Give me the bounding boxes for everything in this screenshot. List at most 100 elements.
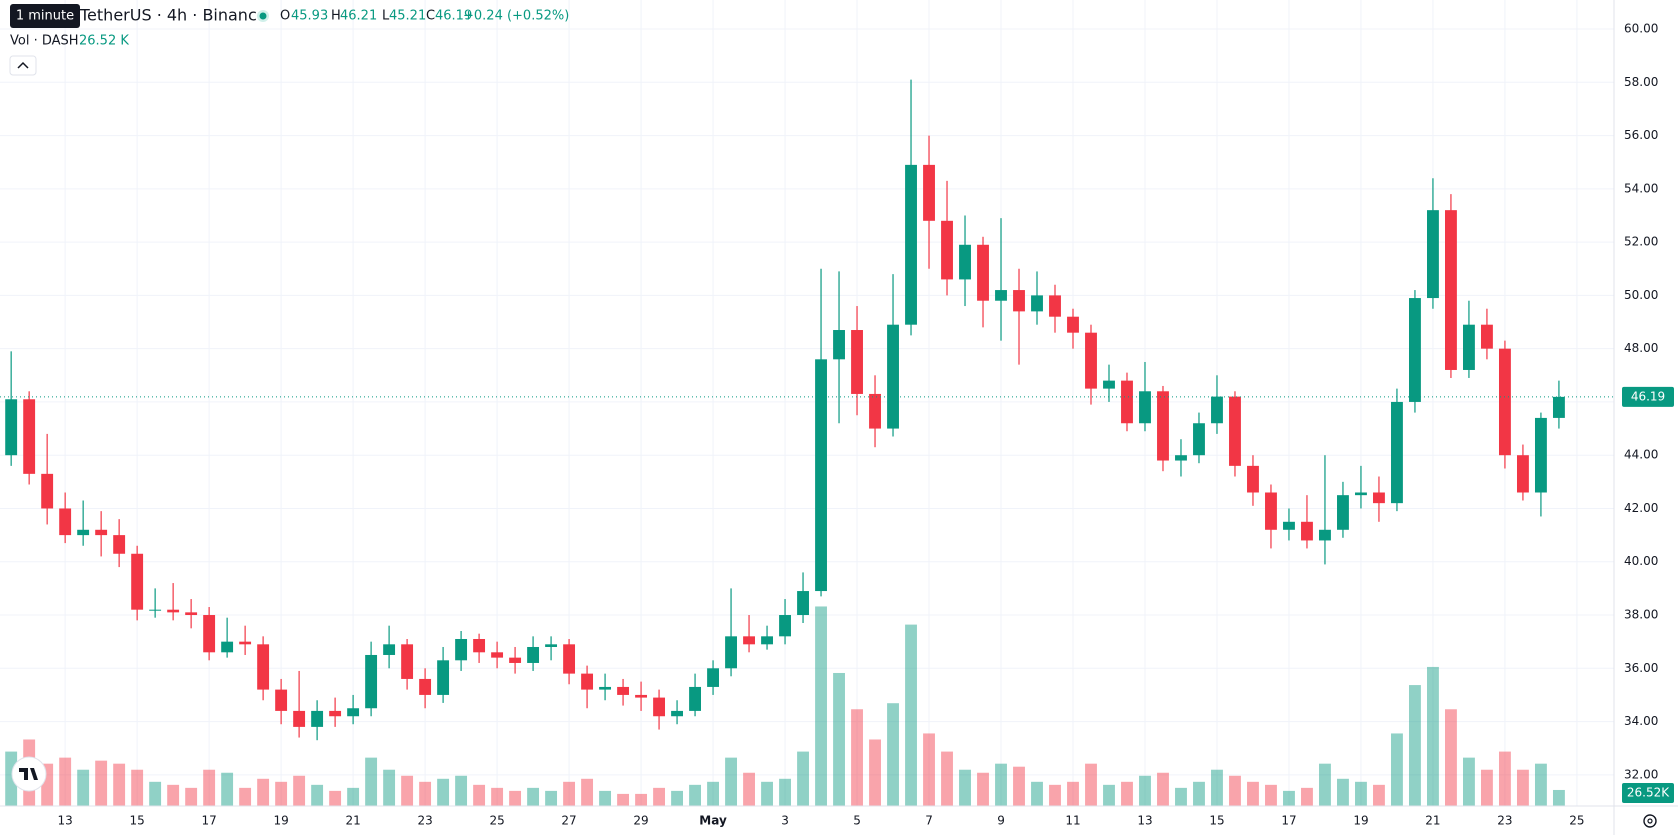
x-tick-label: 17 <box>201 814 216 828</box>
logo-mark <box>19 768 38 780</box>
candle-body <box>653 697 666 717</box>
volume-label-box <box>1622 783 1674 803</box>
volume-bar <box>1480 769 1493 806</box>
x-tick-label: 19 <box>1353 814 1368 828</box>
candle-body <box>1463 324 1475 370</box>
candle-body <box>1031 295 1043 312</box>
volume-bar <box>59 757 72 806</box>
volume-bar <box>779 778 791 806</box>
x-tick-label: 21 <box>1425 814 1440 828</box>
change: +0.24 (+0.52%) <box>463 9 569 24</box>
volume-bar <box>1498 751 1511 806</box>
candle-body <box>257 644 270 690</box>
candle-body <box>311 710 324 727</box>
candle-body <box>743 636 755 645</box>
ohlc-key: O <box>280 9 290 24</box>
y-tick-label: 48.00 <box>1624 341 1658 355</box>
axes: 32.0034.0036.0038.0040.0042.0044.0046.00… <box>58 22 1659 828</box>
volume-bar <box>959 769 971 806</box>
y-tick-label: 56.00 <box>1624 128 1658 142</box>
volume-bar <box>419 781 432 806</box>
candle-body <box>599 686 612 690</box>
volume-bar <box>887 703 899 806</box>
settings-icon-center <box>1647 818 1653 824</box>
candle-body <box>1193 423 1205 456</box>
volume-bar <box>995 763 1007 806</box>
candle-body <box>167 609 180 613</box>
volume-bar <box>509 790 522 806</box>
candle-body <box>689 686 701 711</box>
symbol[interactable]: TetherUS · 4h · Binance <box>79 6 267 25</box>
logo[interactable] <box>11 756 47 792</box>
candle-body <box>221 641 234 653</box>
volume-bar <box>257 778 270 806</box>
x-tick-label: 19 <box>273 814 288 828</box>
x-tick-label: 9 <box>997 814 1005 828</box>
volume-bar <box>383 769 396 806</box>
candle-body <box>1480 324 1493 349</box>
ohlc-key: L <box>382 9 390 24</box>
y-tick-label: 54.00 <box>1624 181 1658 195</box>
candles <box>5 79 1565 741</box>
x-tick-label: 15 <box>1209 814 1224 828</box>
candle-body <box>977 244 989 301</box>
volume-bar <box>599 790 612 806</box>
candle-body <box>941 220 953 280</box>
volume-bar <box>1301 787 1313 806</box>
candle-body <box>1139 391 1151 424</box>
y-tick-label: 42.00 <box>1624 501 1658 515</box>
candle-body <box>95 529 108 536</box>
candle-body <box>1301 521 1313 541</box>
collapse-button[interactable] <box>9 55 37 76</box>
settings-icon[interactable] <box>1643 814 1657 828</box>
volume-bar <box>1409 685 1421 806</box>
volume-bar <box>851 709 863 806</box>
y-tick-label: 32.00 <box>1624 767 1658 781</box>
x-tick-label: 3 <box>781 814 789 828</box>
last-price-label: 46.19 <box>1631 389 1665 403</box>
volume-bar <box>725 757 737 806</box>
volume-bar <box>761 781 773 806</box>
ohlc-key: C <box>426 9 435 24</box>
volume-bar <box>167 784 180 806</box>
collapse-icon <box>17 61 29 69</box>
candle-body <box>581 673 594 690</box>
candle-body <box>1265 492 1277 530</box>
x-tick-label: 21 <box>345 814 360 828</box>
candle-body <box>1211 396 1223 424</box>
volume-bar <box>563 781 576 806</box>
volume-bar <box>473 784 486 806</box>
volume-bar <box>1247 781 1259 806</box>
candle-body <box>59 508 72 536</box>
volume-bar <box>347 787 360 806</box>
last-price-box <box>1622 386 1674 407</box>
volume-bar <box>707 781 719 806</box>
candle-body <box>761 636 773 645</box>
candle-body <box>473 638 486 653</box>
candle-body <box>1355 492 1367 496</box>
ohlc-value: 45.21 <box>389 9 426 24</box>
x-tick-label: 29 <box>633 814 648 828</box>
volume-bar <box>1013 766 1025 806</box>
x-tick-label: 7 <box>925 814 933 828</box>
candle-body <box>779 615 791 637</box>
volume-bar <box>1103 784 1115 806</box>
volume-bar <box>491 787 504 806</box>
candle-body <box>401 644 414 679</box>
candle-body <box>527 646 540 663</box>
volume-bar <box>455 775 468 806</box>
y-tick-label: 38.00 <box>1624 608 1658 622</box>
candle-body <box>239 641 252 645</box>
volume-bar <box>1463 757 1475 806</box>
candle-body <box>437 660 450 695</box>
candle-body <box>1085 332 1097 389</box>
volume-bar <box>95 760 108 806</box>
volume-bar <box>689 784 701 806</box>
volume-bar <box>5 751 18 806</box>
x-tick-label: 13 <box>1137 814 1152 828</box>
volume-bar <box>1391 733 1403 806</box>
candle-body <box>1445 210 1457 370</box>
candle-body <box>905 164 917 325</box>
candle-body <box>1157 391 1169 461</box>
candle-body <box>185 612 198 616</box>
